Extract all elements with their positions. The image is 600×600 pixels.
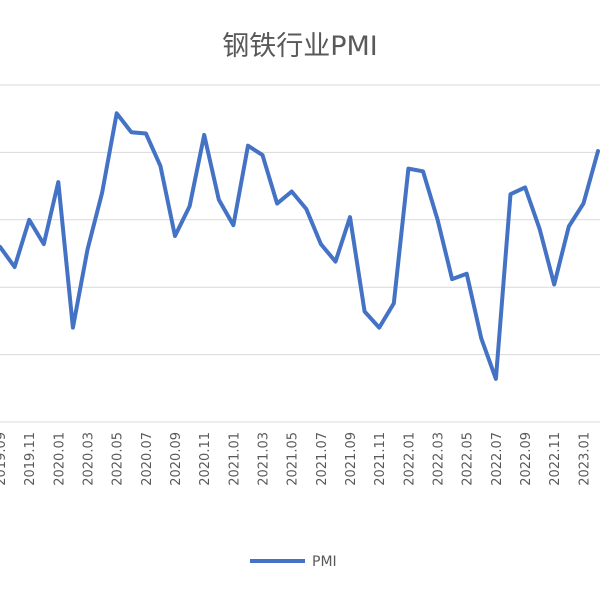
x-tick-label: 2021.05: [286, 432, 301, 486]
data-point: [479, 336, 483, 340]
data-point: [290, 190, 294, 193]
x-tick-label: 2020.03: [82, 432, 97, 486]
data-point: [509, 192, 512, 196]
data-point: [27, 218, 31, 222]
data-point: [261, 153, 264, 157]
data-point: [13, 265, 17, 269]
x-tick-label: 2021.01: [227, 432, 242, 486]
x-tick-label: 2022.09: [519, 432, 534, 486]
data-point: [304, 207, 308, 211]
data-point: [144, 132, 148, 135]
data-point: [436, 218, 440, 222]
x-tick-label: 2020.09: [169, 432, 184, 486]
x-tick-label: 2020.05: [111, 432, 126, 486]
data-point: [538, 227, 542, 231]
chart-title: 钢铁行业PMI: [222, 31, 378, 62]
data-point: [100, 191, 104, 195]
data-point: [0, 245, 2, 249]
data-point: [173, 234, 177, 238]
x-tick-label: 2020.11: [198, 432, 213, 486]
x-tick-label: 2023.01: [577, 432, 592, 486]
data-point: [246, 144, 250, 148]
data-point: [319, 242, 323, 246]
data-point: [392, 301, 396, 305]
x-tick-label: 2019.09: [0, 432, 9, 486]
x-tick-label: 2022.07: [490, 432, 505, 486]
data-point: [42, 242, 46, 246]
data-point: [552, 283, 556, 286]
x-tick-label: 2021.11: [373, 432, 388, 486]
data-point: [188, 204, 192, 208]
data-point: [377, 326, 381, 330]
x-tick-label: 2022.03: [432, 432, 447, 486]
legend: PMI: [250, 554, 337, 570]
x-axis-tick-labels: 2019.09 2019.11 2020.01 2020.03 2020.05 2020.…: [0, 432, 592, 486]
data-point: [494, 377, 498, 381]
data-point: [158, 164, 162, 168]
data-point: [56, 180, 60, 184]
data-point: [202, 133, 206, 137]
x-tick-label: 2021.07: [315, 432, 330, 486]
legend-label-pmi: PMI: [312, 554, 337, 570]
x-tick-label: 2020.07: [140, 432, 155, 486]
x-tick-label: 2022.01: [402, 432, 417, 486]
data-point: [567, 225, 571, 228]
data-point: [406, 167, 410, 171]
gridlines: [0, 84, 600, 423]
series-line-pmi: [0, 111, 600, 381]
data-point: [129, 130, 133, 134]
data-point: [217, 198, 221, 202]
x-tick-label: 2020.01: [52, 432, 67, 486]
data-point: [275, 202, 279, 206]
x-tick-label: 2022.11: [548, 432, 563, 486]
data-point: [596, 149, 600, 153]
data-point: [334, 260, 337, 264]
data-point: [86, 248, 89, 251]
data-point: [523, 185, 527, 189]
data-point: [421, 169, 425, 173]
x-tick-label: 2019.11: [23, 432, 38, 486]
data-point: [115, 111, 119, 115]
data-point: [348, 215, 352, 219]
data-point: [581, 202, 585, 206]
data-point: [465, 272, 469, 276]
data-point: [71, 326, 75, 330]
x-tick-label: 2021.09: [344, 432, 359, 486]
x-tick-label: 2021.03: [257, 432, 272, 486]
data-point: [231, 223, 235, 227]
data-point: [450, 277, 454, 281]
x-tick-label: 2022.05: [461, 432, 476, 486]
series-layer: [0, 111, 600, 381]
data-point: [363, 310, 367, 313]
